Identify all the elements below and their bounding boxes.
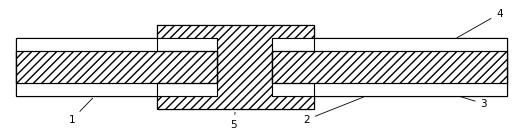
Bar [272,38,507,96]
Bar [16,38,217,51]
Bar [272,51,507,83]
Bar [272,83,314,96]
Text: 4: 4 [457,9,503,38]
Bar [16,51,217,83]
Bar [157,38,217,51]
Bar [272,38,507,51]
Bar [16,38,217,96]
Bar [272,83,507,96]
Bar [16,51,217,83]
Bar [16,38,217,96]
Bar [16,51,217,83]
Bar [157,83,217,96]
Bar [16,83,217,96]
Text: 5: 5 [230,112,237,130]
Text: 3: 3 [457,96,487,109]
Bar [157,25,314,109]
Bar [16,51,217,83]
Bar [272,38,507,96]
Bar [272,51,507,83]
Bar [272,38,507,96]
Bar [16,38,217,96]
Polygon shape [157,25,314,109]
Bar [272,51,507,83]
Bar [16,51,218,83]
Text: 1: 1 [69,98,93,125]
Bar [272,38,314,51]
Text: 2: 2 [303,97,363,125]
